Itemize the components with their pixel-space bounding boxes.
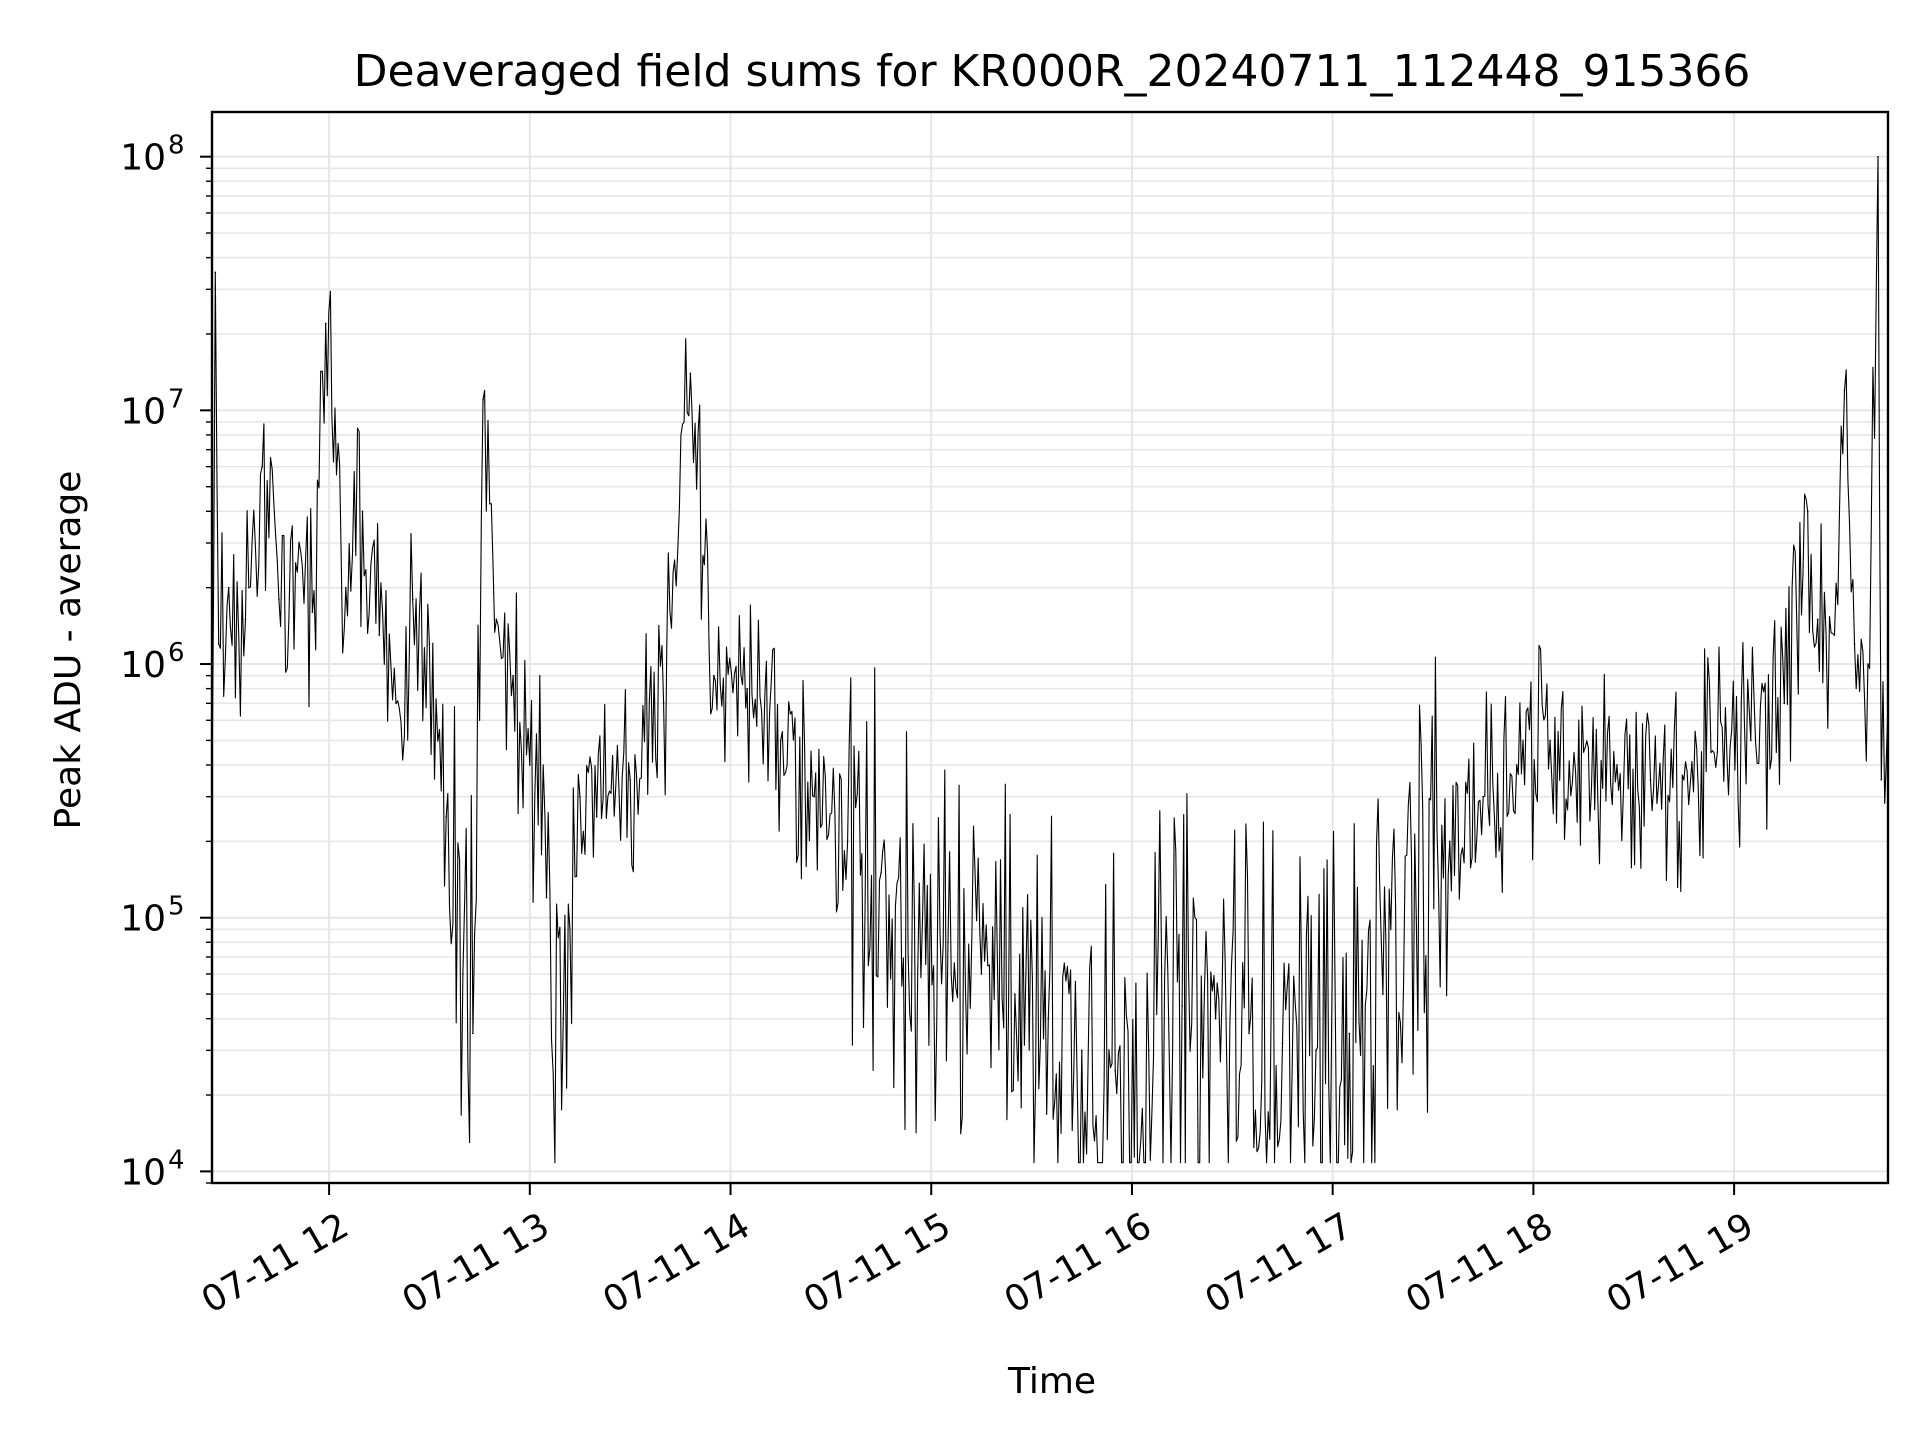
data-point — [395, 702, 397, 705]
data-point — [1281, 1042, 1284, 1045]
data-point — [1114, 1069, 1117, 1072]
y-tick-exponent: 4 — [168, 1145, 185, 1175]
data-point — [294, 562, 297, 564]
data-point — [1843, 389, 1846, 392]
data-point — [1816, 618, 1819, 621]
data-point — [880, 872, 882, 874]
data-point — [244, 618, 247, 621]
y-tick-exponent: 5 — [168, 892, 185, 922]
data-point — [846, 840, 849, 843]
data-point — [378, 634, 381, 636]
y-tick-exponent: 7 — [168, 384, 185, 414]
y-tick-label: 10 4 — [120, 1145, 184, 1193]
data-point — [913, 916, 916, 919]
data-point — [428, 643, 431, 645]
y-tick-label: 10 7 — [120, 384, 184, 432]
series-line — [211, 156, 1889, 1164]
data-point — [311, 611, 314, 614]
data-point — [1867, 663, 1869, 665]
data-point — [689, 372, 692, 375]
y-tick-label: 10 5 — [120, 892, 184, 940]
y-tick-base: 10 — [120, 645, 166, 686]
data-point — [1382, 993, 1384, 995]
data-point — [662, 702, 665, 705]
data-point — [1147, 1049, 1150, 1052]
data-point — [1080, 1049, 1083, 1052]
data-point — [579, 795, 581, 798]
chart-title: Deaveraged field sums for KR000R_2024071… — [354, 46, 1751, 97]
data-point — [411, 598, 414, 601]
data-point — [746, 687, 749, 690]
y-tick-base: 10 — [120, 138, 166, 179]
data-point — [512, 674, 514, 677]
data-point — [1750, 739, 1752, 742]
data-point — [1880, 778, 1883, 781]
data-point — [1047, 1017, 1050, 1020]
data-point — [1716, 751, 1719, 753]
y-tick-exponent: 8 — [168, 131, 185, 161]
data-point — [472, 1032, 474, 1035]
data-point — [1515, 764, 1518, 766]
data-point — [1783, 702, 1786, 705]
data-point — [1616, 764, 1618, 766]
data-point — [1482, 795, 1485, 798]
y-tick-exponent: 6 — [168, 638, 185, 668]
data-point — [1549, 739, 1551, 742]
data-point — [217, 643, 220, 645]
data-point — [1348, 1032, 1351, 1035]
y-tick-label: 10 8 — [120, 131, 184, 179]
data-point — [495, 618, 498, 621]
data-point — [1582, 751, 1585, 753]
y-tick-label: 10 6 — [120, 638, 184, 686]
data-point — [712, 674, 715, 677]
y-tick-base: 10 — [120, 1152, 166, 1193]
data-point — [214, 271, 217, 274]
data-point — [345, 586, 347, 589]
data-point — [261, 465, 263, 468]
data-point — [545, 896, 548, 899]
data-point — [482, 399, 484, 401]
data-point — [1833, 634, 1836, 636]
data-point — [445, 815, 447, 818]
y-tick-base: 10 — [120, 899, 166, 940]
data-point — [813, 795, 815, 798]
data-point — [1806, 510, 1809, 513]
series-layer — [211, 155, 1889, 1164]
data-point — [947, 941, 949, 944]
data-point — [324, 322, 327, 325]
data-point — [629, 778, 631, 781]
data-point — [361, 510, 364, 513]
data-point — [1415, 916, 1418, 919]
data-point — [1853, 643, 1856, 645]
data-point — [779, 739, 782, 742]
data-point — [562, 1017, 565, 1020]
data-point — [1877, 155, 1879, 158]
data-point — [1248, 1032, 1250, 1035]
data-point — [1315, 1049, 1317, 1052]
data-point — [529, 764, 531, 766]
plot-frame — [210, 110, 1890, 1185]
data-point — [1448, 840, 1451, 843]
data-point — [462, 973, 464, 975]
y-axis-label: Peak ADU - average — [48, 471, 89, 830]
data-point — [227, 586, 230, 589]
data-point — [595, 815, 598, 818]
data-point — [1649, 778, 1652, 781]
data-point — [1014, 993, 1016, 995]
data-point — [1683, 778, 1685, 781]
data-point — [1181, 1004, 1183, 1007]
x-axis-label: Time — [1007, 1361, 1096, 1402]
data-point — [1214, 1017, 1217, 1020]
y-tick-base: 10 — [120, 391, 166, 432]
data-point — [980, 973, 983, 975]
data-point — [278, 598, 280, 601]
